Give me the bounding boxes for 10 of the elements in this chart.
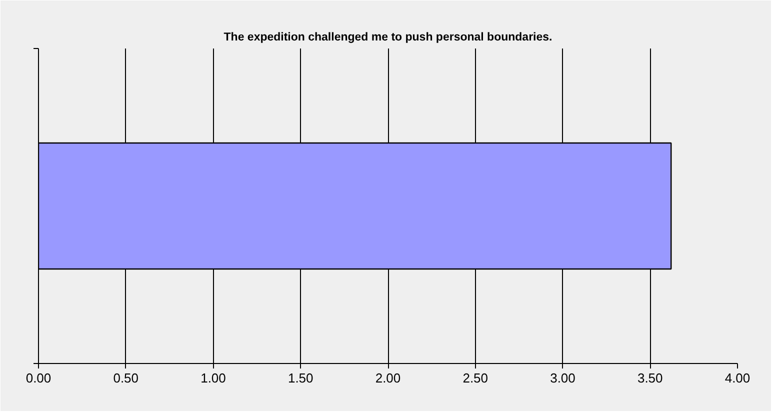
chart-title: The expedition challenged me to push personal boundaries. bbox=[224, 32, 552, 44]
x-tick-label: 3.50 bbox=[637, 370, 663, 386]
x-tick-label: 1.00 bbox=[200, 370, 226, 386]
x-tick-label: 4.00 bbox=[724, 370, 750, 386]
x-tick-label: 0.00 bbox=[26, 370, 52, 386]
x-tick-label: 0.50 bbox=[113, 370, 139, 386]
x-tick-label: 2.50 bbox=[462, 370, 488, 386]
x-tick-label: 3.00 bbox=[550, 370, 576, 386]
x-tick-label: 1.50 bbox=[288, 370, 314, 386]
x-tick-label: 2.00 bbox=[375, 370, 401, 386]
